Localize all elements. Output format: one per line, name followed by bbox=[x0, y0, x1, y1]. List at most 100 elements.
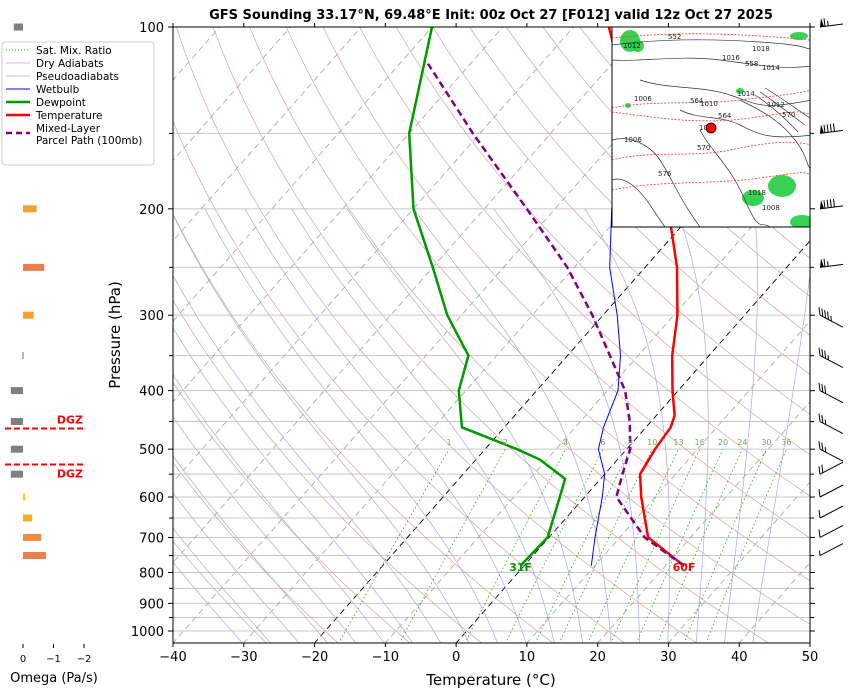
dry-adiabat bbox=[432, 27, 810, 415]
pseudoadiabat bbox=[173, 561, 243, 643]
precip-area bbox=[632, 40, 644, 52]
dewpoint-trace bbox=[407, 27, 567, 567]
barb-full bbox=[821, 308, 824, 317]
barb-flag bbox=[820, 18, 824, 27]
precip-area bbox=[768, 175, 796, 197]
surface-label: 60F bbox=[673, 561, 696, 574]
pseudoadiabat bbox=[752, 271, 810, 643]
wind-barb bbox=[818, 413, 844, 434]
barb-full bbox=[818, 307, 821, 316]
barb-full bbox=[829, 123, 832, 132]
wind-barb bbox=[818, 461, 844, 475]
dry-adiabat bbox=[322, 27, 810, 539]
barb-full bbox=[823, 200, 826, 209]
map-height-contour bbox=[612, 33, 810, 41]
mixing-ratio-label: 20 bbox=[718, 438, 728, 447]
mixing-ratio-label: 36 bbox=[781, 438, 791, 447]
pseudoadiabat bbox=[173, 492, 300, 643]
isotherm-line bbox=[173, 27, 574, 483]
y-tick-label: 700 bbox=[139, 531, 164, 546]
pseudoadiabat bbox=[204, 208, 498, 643]
omega-bar bbox=[23, 263, 45, 271]
map-height-contour bbox=[612, 172, 810, 191]
pseudoadiabat bbox=[413, 208, 612, 643]
x-tick-label: −10 bbox=[372, 650, 399, 665]
dry-adiabat bbox=[175, 27, 698, 643]
wind-barb bbox=[819, 258, 844, 268]
precip-area bbox=[742, 190, 764, 206]
map-contour bbox=[759, 91, 806, 126]
mixing-ratio-line bbox=[610, 449, 701, 643]
barb-staff bbox=[819, 314, 844, 328]
barb-full bbox=[824, 310, 827, 319]
barb-full bbox=[824, 350, 827, 359]
y-tick-label: 300 bbox=[139, 309, 164, 324]
omega-bar bbox=[23, 205, 37, 213]
barb-full bbox=[821, 464, 824, 473]
dry-adiabat bbox=[395, 27, 810, 456]
barb-full bbox=[832, 198, 835, 207]
x-axis-label: Temperature (°C) bbox=[425, 671, 555, 689]
y-tick-label: 200 bbox=[139, 203, 164, 218]
wind-barb bbox=[818, 307, 844, 328]
barb-full bbox=[818, 441, 821, 450]
barb-staff bbox=[819, 390, 844, 404]
mixing-ratio-label: 16 bbox=[695, 438, 705, 447]
map-contour-label: 558 bbox=[745, 60, 758, 68]
map-contour bbox=[739, 99, 810, 169]
dry-adiabat bbox=[285, 27, 810, 582]
barb-full bbox=[821, 384, 824, 393]
map-contour bbox=[612, 57, 810, 68]
barb-half bbox=[830, 316, 832, 322]
y-tick-label: 600 bbox=[139, 491, 164, 506]
isotherm-line bbox=[173, 27, 504, 403]
mixing-ratio-label: 13 bbox=[673, 438, 683, 447]
mixing-ratio-line bbox=[558, 449, 653, 643]
barb-staff bbox=[819, 263, 844, 268]
pseudoadiabat bbox=[173, 327, 413, 643]
barb-flag bbox=[820, 124, 824, 134]
barb-staff bbox=[819, 448, 844, 462]
map-height-contour bbox=[612, 141, 810, 161]
legend-box bbox=[1, 41, 155, 166]
dry-adiabat bbox=[542, 27, 810, 297]
map-contour bbox=[612, 138, 701, 227]
omega-bar bbox=[23, 514, 33, 522]
y-tick-label: 800 bbox=[139, 566, 164, 581]
barb-full bbox=[826, 199, 829, 208]
isotherm-line bbox=[173, 27, 645, 564]
barb-half bbox=[824, 419, 827, 425]
legend-label: Wetbulb bbox=[36, 84, 80, 96]
pseudoadiabat bbox=[173, 213, 470, 643]
barb-full bbox=[823, 124, 826, 133]
precip-area bbox=[790, 215, 810, 227]
inset-map-frame bbox=[611, 26, 811, 228]
mixing-ratio-label: 24 bbox=[737, 438, 747, 447]
barb-half bbox=[824, 447, 827, 453]
y-axis-label: Pressure (hPa) bbox=[106, 281, 124, 389]
precip-area bbox=[736, 88, 744, 94]
precip-area bbox=[790, 32, 808, 40]
barb-full bbox=[818, 529, 821, 538]
barb-staff bbox=[819, 421, 844, 434]
map-contour bbox=[764, 87, 810, 119]
y-tick-label: 900 bbox=[139, 597, 164, 612]
wind-barb bbox=[818, 382, 844, 404]
barb-staff bbox=[819, 543, 844, 556]
map-contour-label: 1010 bbox=[700, 100, 718, 108]
mixing-ratio-line bbox=[505, 449, 604, 643]
dry-adiabat bbox=[469, 27, 810, 375]
pseudoadiabat bbox=[173, 274, 442, 643]
pseudoadiabat bbox=[173, 455, 328, 643]
barb-full bbox=[832, 123, 835, 132]
map-contour-label: 1018 bbox=[748, 189, 766, 197]
mixing-ratio-line bbox=[399, 449, 506, 643]
barb-staff bbox=[819, 461, 844, 475]
dry-adiabat bbox=[173, 462, 339, 643]
mixing-ratio-label: 30 bbox=[761, 438, 771, 447]
barb-full bbox=[826, 124, 829, 133]
pseudoadiabat bbox=[244, 208, 527, 643]
x-tick-label: −20 bbox=[301, 650, 328, 665]
map-contour-label: 1018 bbox=[752, 45, 770, 53]
